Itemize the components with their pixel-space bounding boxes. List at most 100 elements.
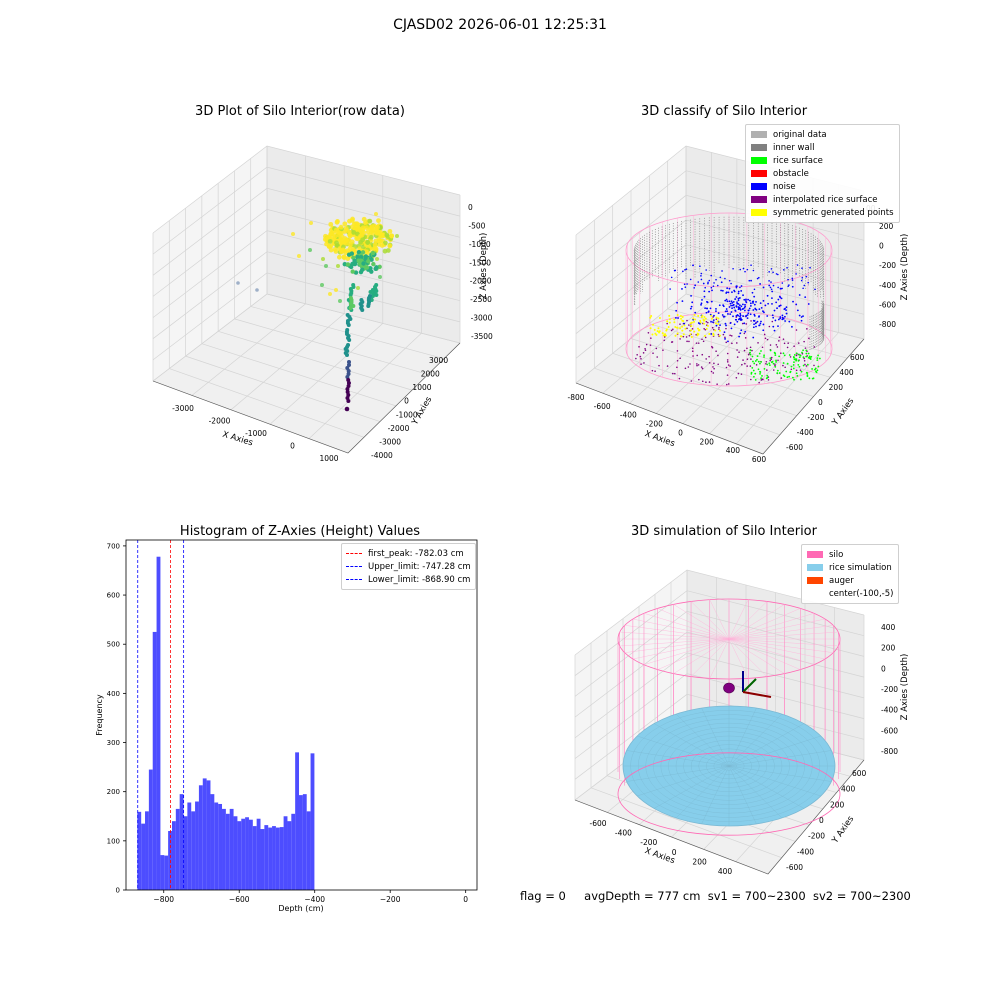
rice-surface-point xyxy=(805,371,808,374)
histogram-bar xyxy=(202,778,207,890)
histogram-bar xyxy=(291,813,296,890)
interpolated-point xyxy=(795,354,798,357)
interpolated-point xyxy=(635,357,637,360)
rice-mesh-ray xyxy=(626,750,730,767)
noise-point xyxy=(715,278,717,281)
noise-point xyxy=(730,311,733,313)
tick-label: -400 xyxy=(797,428,814,437)
tick-label: -600 xyxy=(786,863,803,872)
noise-point xyxy=(694,311,697,314)
interpolated-point xyxy=(662,349,664,351)
noise-point xyxy=(762,329,765,332)
point xyxy=(350,269,355,274)
noise-point xyxy=(704,307,707,310)
point xyxy=(236,281,240,285)
noise-point xyxy=(791,285,794,288)
noise-point xyxy=(771,302,773,305)
noise-point xyxy=(743,298,746,301)
interpolated-point xyxy=(745,323,748,325)
noise-point xyxy=(736,302,739,305)
rice-surface-point xyxy=(805,349,808,352)
symmetric-point xyxy=(674,334,677,337)
rice-mesh-ray xyxy=(728,735,821,767)
point xyxy=(389,233,395,239)
noise-point xyxy=(744,330,747,333)
interpolated-point xyxy=(692,355,694,357)
legend-swatch xyxy=(751,170,767,177)
interpolated-point xyxy=(813,346,816,348)
panel1-points xyxy=(236,212,399,412)
legend-item: auger xyxy=(807,574,893,587)
interpolated-point xyxy=(740,373,743,375)
silo-roof-line xyxy=(709,599,730,640)
point xyxy=(369,227,375,233)
noise-point xyxy=(734,318,737,321)
noise-point xyxy=(683,322,686,325)
point xyxy=(351,304,356,308)
noise-point xyxy=(685,268,688,270)
point xyxy=(345,375,350,379)
interpolated-point xyxy=(805,365,808,367)
noise-point xyxy=(675,309,678,312)
interpolated-point xyxy=(704,328,707,331)
histogram-bar xyxy=(237,821,242,890)
noise-point xyxy=(743,322,746,325)
point xyxy=(349,251,355,256)
symmetric-point xyxy=(658,331,661,334)
noise-point xyxy=(802,287,804,290)
symmetric-point xyxy=(656,330,659,333)
noise-point xyxy=(737,318,740,321)
noise-point xyxy=(771,314,774,317)
noise-point xyxy=(713,314,715,317)
point xyxy=(354,236,360,241)
interpolated-point xyxy=(712,366,714,368)
point xyxy=(358,233,363,239)
rice-mesh-ray xyxy=(626,765,730,782)
tick-label: -1000 xyxy=(469,240,491,249)
noise-point xyxy=(740,329,743,332)
grid-line xyxy=(152,187,461,276)
axis-label: Y Axies xyxy=(830,814,857,846)
y-tick-label: 500 xyxy=(107,641,120,649)
interpolated-point xyxy=(686,327,688,330)
noise-point xyxy=(747,312,750,315)
silo-roof-line xyxy=(728,638,815,665)
silo-roof-line xyxy=(728,638,826,660)
rice-surface-point xyxy=(782,352,785,355)
interpolated-point xyxy=(703,327,705,330)
interpolated-point xyxy=(658,364,660,367)
tick-label: 3000 xyxy=(429,356,448,365)
point xyxy=(356,249,362,255)
interpolated-point xyxy=(673,372,676,375)
histogram-bar xyxy=(218,803,223,890)
noise-point xyxy=(805,275,808,278)
rice-surface-point xyxy=(761,375,763,377)
axis-arrow-x xyxy=(742,691,772,698)
symmetric-point xyxy=(699,321,702,324)
noise-point xyxy=(729,313,732,315)
noise-point xyxy=(691,301,694,304)
symmetric-point xyxy=(703,315,706,318)
point xyxy=(369,224,375,230)
point xyxy=(368,234,374,240)
noise-point xyxy=(762,286,765,289)
symmetric-point xyxy=(679,335,682,338)
point xyxy=(345,387,350,391)
noise-point xyxy=(747,309,750,312)
grid-line xyxy=(152,272,461,361)
symmetric-point xyxy=(689,333,692,336)
noise-point xyxy=(739,286,741,289)
noise-point xyxy=(740,318,743,321)
rice-surface-point xyxy=(786,362,789,365)
point xyxy=(344,406,350,412)
symmetric-point xyxy=(706,324,709,327)
tick-label: -400 xyxy=(620,411,637,420)
interpolated-point xyxy=(712,328,715,331)
interpolated-point xyxy=(706,321,709,324)
grid-line xyxy=(574,673,865,759)
legend-item: Upper_limit: -747.28 cm xyxy=(346,560,471,573)
legend-label: obstacle xyxy=(773,168,809,179)
silo-roof-line xyxy=(728,604,785,640)
noise-point xyxy=(773,309,776,312)
rice-surface-point xyxy=(789,371,792,374)
